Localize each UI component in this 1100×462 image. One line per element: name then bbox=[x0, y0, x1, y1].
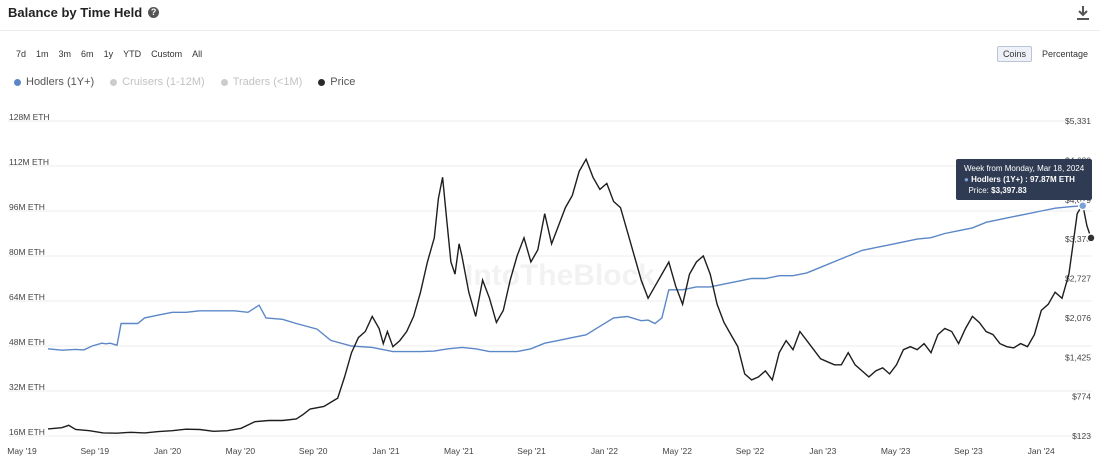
x-tick-label: Jan '21 bbox=[372, 446, 399, 456]
legend-item-price[interactable]: Price bbox=[318, 76, 355, 88]
x-tick-label: Jan '20 bbox=[154, 446, 181, 456]
x-tick-label: May '22 bbox=[662, 446, 692, 456]
legend-label: Hodlers (1Y+) bbox=[26, 76, 95, 88]
tooltip-price-label: Price: bbox=[968, 186, 989, 195]
legend-label: Cruisers (1-12M) bbox=[122, 76, 205, 88]
y-right-tick-label: $774 bbox=[1072, 392, 1091, 402]
x-tick-label: May '19 bbox=[7, 446, 37, 456]
range-all-button[interactable]: All bbox=[188, 47, 206, 61]
tooltip-week: Week from Monday, Mar 18, 2024 bbox=[964, 164, 1085, 173]
legend-dot-icon bbox=[110, 78, 118, 86]
y-left-tick-label: 80M ETH bbox=[9, 247, 45, 257]
price-hover-marker bbox=[1086, 233, 1096, 243]
legend-dot-icon bbox=[220, 78, 228, 86]
y-right-tick-label: $2,727 bbox=[1065, 274, 1091, 284]
legend-dot-icon bbox=[14, 78, 21, 86]
y-left-tick-label: 112M ETH bbox=[9, 157, 49, 167]
range-1y-button[interactable]: 1y bbox=[100, 47, 118, 61]
range-selector: 7d 1m 3m 6m 1y YTD Custom All bbox=[12, 47, 206, 61]
x-tick-label: May '20 bbox=[226, 446, 256, 456]
range-6m-button[interactable]: 6m bbox=[77, 47, 98, 61]
coins-button[interactable]: Coins bbox=[996, 46, 1032, 62]
title-row: Balance by Time Held ? bbox=[8, 5, 160, 20]
y-left-tick-label: 64M ETH bbox=[9, 292, 45, 302]
y-right-tick-label: $2,076 bbox=[1065, 313, 1091, 323]
x-tick-label: Sep '22 bbox=[736, 446, 765, 456]
y-right-tick-label: $5,331 bbox=[1065, 116, 1091, 126]
percentage-button[interactable]: Percentage bbox=[1036, 46, 1094, 62]
legend-item-traders[interactable]: Traders (<1M) bbox=[220, 76, 303, 88]
y-left-tick-label: 16M ETH bbox=[9, 427, 45, 437]
chart-title: Balance by Time Held bbox=[8, 5, 143, 20]
legend-dot-icon bbox=[318, 78, 326, 86]
x-tick-label: Jan '24 bbox=[1028, 446, 1055, 456]
x-tick-label: Sep '20 bbox=[299, 446, 328, 456]
question-circle-icon[interactable]: ? bbox=[148, 7, 160, 18]
series-line-hodlers bbox=[47, 205, 1083, 353]
download-icon[interactable] bbox=[1076, 5, 1090, 21]
hodlers-hover-marker bbox=[1077, 200, 1088, 211]
legend-item-hodlers[interactable]: Hodlers (1Y+) bbox=[14, 76, 94, 88]
y-right-tick-label: $123 bbox=[1072, 431, 1091, 441]
x-tick-label: Jan '22 bbox=[591, 446, 618, 456]
range-3m-button[interactable]: 3m bbox=[55, 47, 76, 61]
range-ytd-button[interactable]: YTD bbox=[119, 47, 145, 61]
x-tick-label: May '21 bbox=[444, 446, 474, 456]
tooltip-price-value: $3,397.83 bbox=[991, 186, 1027, 195]
y-left-tick-label: 32M ETH bbox=[9, 382, 45, 392]
y-left-tick-label: 128M ETH bbox=[9, 112, 50, 122]
legend: Hodlers (1Y+) Cruisers (1-12M) Traders (… bbox=[14, 76, 355, 88]
legend-label: Traders (<1M) bbox=[232, 76, 303, 88]
x-tick-label: May '23 bbox=[881, 446, 911, 456]
tooltip-price: Price: $3,397.83 bbox=[964, 185, 1084, 196]
range-custom-button[interactable]: Custom bbox=[147, 47, 186, 61]
x-tick-label: Sep '21 bbox=[517, 446, 546, 456]
header-divider bbox=[0, 30, 1100, 31]
x-tick-label: Jan '23 bbox=[809, 446, 836, 456]
series-line-price bbox=[47, 157, 1092, 434]
range-7d-button[interactable]: 7d bbox=[12, 47, 30, 61]
y-right-tick-label: $1,425 bbox=[1065, 352, 1091, 362]
x-tick-label: Sep '23 bbox=[954, 446, 983, 456]
y-right-tick-label: $3,378 bbox=[1065, 234, 1091, 244]
watermark-text: IntoTheBlock bbox=[465, 259, 655, 292]
tooltip: Week from Monday, Mar 18, 2024 ● Hodlers… bbox=[956, 159, 1093, 200]
legend-item-cruisers[interactable]: Cruisers (1-12M) bbox=[110, 76, 205, 88]
tooltip-hodlers-value: Hodlers (1Y+) : 97.87M ETH bbox=[971, 175, 1075, 184]
x-tick-label: Sep '19 bbox=[81, 446, 110, 456]
y-left-tick-label: 48M ETH bbox=[9, 337, 45, 347]
legend-label: Price bbox=[330, 76, 356, 88]
tooltip-hodlers: ● Hodlers (1Y+) : 97.87M ETH bbox=[964, 175, 1075, 184]
range-1m-button[interactable]: 1m bbox=[32, 47, 53, 61]
y-left-tick-label: 96M ETH bbox=[9, 202, 45, 212]
unit-selector: Coins Percentage bbox=[996, 46, 1094, 62]
